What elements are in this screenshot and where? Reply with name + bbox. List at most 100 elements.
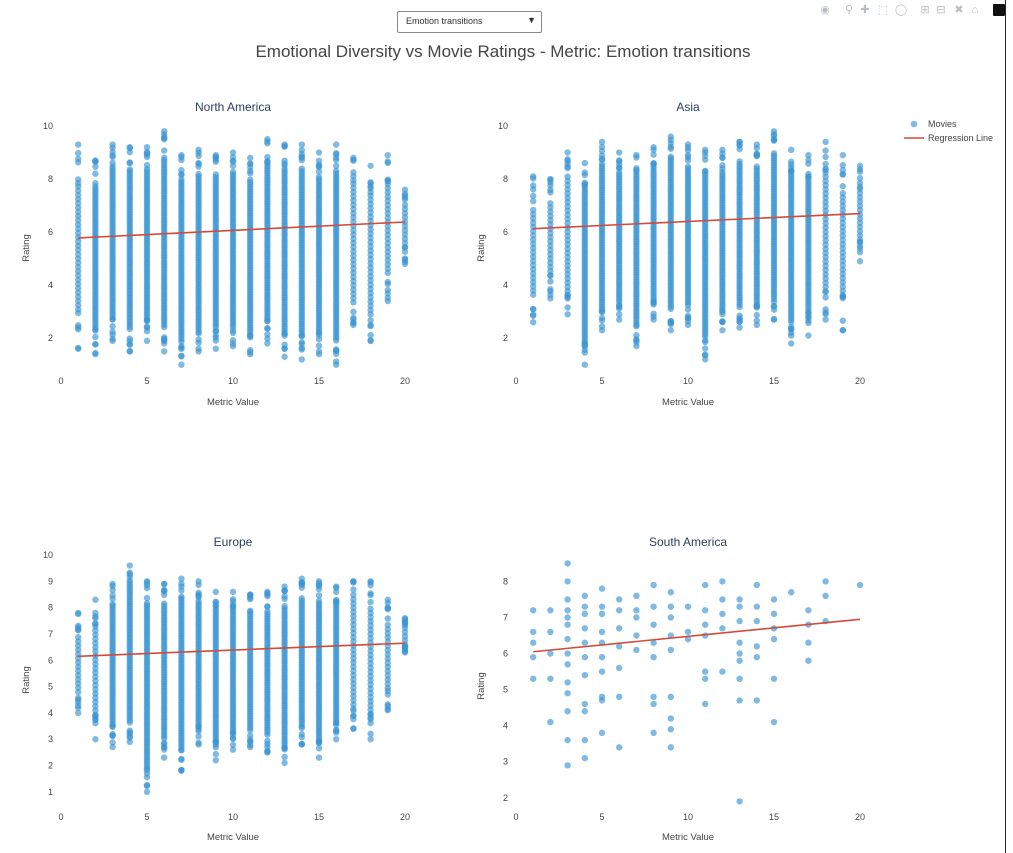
movie-point [598, 152, 606, 159]
movie-point [530, 206, 537, 214]
movie-point [401, 192, 409, 199]
movie-point [598, 729, 606, 737]
movie-point [650, 603, 657, 610]
movies-series [75, 562, 409, 796]
y-tick-label: 7 [503, 612, 508, 622]
movie-point [264, 331, 271, 338]
x-tick-label: 0 [58, 376, 63, 386]
y-tick-label: 2 [503, 793, 508, 803]
movie-point [350, 169, 357, 176]
movie-point [633, 337, 640, 344]
lasso-icon[interactable]: ◯ [894, 3, 908, 16]
movie-point [753, 697, 760, 704]
movie-point [315, 168, 323, 175]
zoom-in-icon[interactable]: ⊞ [920, 3, 930, 16]
movie-point [581, 653, 588, 661]
movie-point [616, 596, 623, 603]
movie-point [564, 607, 571, 614]
movie-point [178, 151, 185, 159]
movie-point [315, 585, 323, 593]
movie-point [753, 152, 760, 159]
movie-point [547, 628, 554, 636]
movie-point [839, 183, 846, 190]
movie-point [75, 694, 82, 702]
movie-point [333, 141, 340, 148]
movie-point [281, 141, 288, 148]
movie-point [581, 169, 588, 176]
box-select-icon[interactable]: ⬚ [877, 3, 889, 16]
movie-point [736, 603, 743, 610]
movie-point [367, 714, 374, 721]
movie-point [126, 562, 133, 569]
autoscale-icon[interactable]: ✖ [954, 3, 964, 16]
movie-point [315, 592, 323, 599]
movie-point [770, 610, 778, 618]
movie-point [195, 339, 202, 346]
movie-point [109, 323, 116, 330]
movie-point [616, 164, 623, 172]
movie-point [178, 170, 185, 178]
movie-point [598, 317, 606, 324]
movie-point [92, 614, 99, 622]
movie-point [247, 176, 254, 183]
movie-point [143, 149, 151, 157]
movie-point [281, 745, 288, 752]
y-tick-label: 3 [503, 757, 508, 767]
movie-point [367, 337, 374, 345]
movie-point [719, 146, 726, 154]
movie-point [564, 311, 571, 318]
camera-icon[interactable]: ◉ [820, 3, 830, 16]
movie-point [333, 588, 340, 596]
pan-icon[interactable]: ✚ [860, 3, 870, 16]
y-tick-label: 10 [498, 121, 508, 131]
movie-point [333, 156, 340, 164]
movie-point [384, 701, 391, 708]
movie-point [298, 153, 305, 160]
movie-point [75, 322, 82, 329]
movie-point [788, 589, 795, 596]
movie-point [684, 603, 692, 610]
movie-point [788, 146, 795, 154]
movie-point [598, 147, 606, 155]
movie-point [212, 605, 219, 613]
movie-point [350, 154, 357, 162]
regression-line [78, 221, 406, 239]
home-icon[interactable]: ⌂ [971, 3, 979, 16]
movie-point [264, 340, 271, 347]
movie-point [161, 154, 168, 161]
movie-point [616, 664, 623, 672]
movie-point [195, 726, 202, 733]
movie-point [247, 350, 254, 358]
movie-point [719, 154, 726, 161]
movie-point [161, 128, 168, 135]
movie-point [736, 650, 743, 657]
movie-point [367, 605, 374, 612]
y-tick-label: 6 [503, 649, 508, 659]
movie-point [581, 159, 588, 167]
movie-point [315, 149, 323, 156]
movie-point [229, 168, 237, 176]
movie-point [805, 160, 812, 167]
movie-point [126, 738, 133, 746]
plotly-logo-icon[interactable] [993, 4, 1005, 16]
y-tick-label: 2 [48, 333, 53, 343]
movie-point [333, 162, 340, 170]
movie-point [109, 316, 116, 323]
zoom-icon[interactable]: ⚲ [844, 3, 854, 16]
movie-point [298, 741, 305, 748]
movie-point [333, 736, 340, 743]
subplot-europe: Europe 0 5 10 15 20 1 2 3 4 5 6 7 8 9 10 Metric Value Rat… [21, 535, 410, 843]
movie-point [667, 646, 674, 654]
y-tick-label: 5 [48, 682, 53, 692]
movie-point [598, 308, 606, 315]
zoom-out-icon[interactable]: ⊟ [936, 3, 946, 16]
movie-point [367, 598, 374, 606]
movie-point [530, 291, 537, 298]
movie-point [856, 174, 864, 182]
movie-point [384, 621, 391, 629]
movie-point [367, 179, 374, 186]
metric-dropdown[interactable]: Emotion transitions ▼ [397, 11, 542, 33]
movie-point [856, 258, 864, 265]
movie-point [75, 709, 82, 717]
